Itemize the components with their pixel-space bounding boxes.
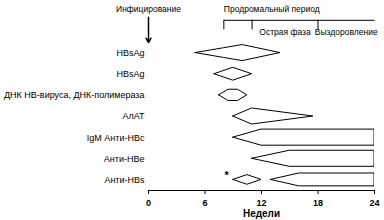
svg-text:IgM Анти-НВс: IgM Анти-НВс xyxy=(87,133,145,143)
svg-text:24: 24 xyxy=(369,198,379,208)
svg-text:6: 6 xyxy=(202,198,207,208)
svg-text:Недели: Недели xyxy=(243,208,280,219)
svg-text:12: 12 xyxy=(256,198,266,208)
svg-text:АлАТ: АлАТ xyxy=(122,111,145,121)
svg-text:ДНК НВ-вируса, ДНК-полимераза: ДНК НВ-вируса, ДНК-полимераза xyxy=(4,90,144,100)
svg-text:HBsAg: HBsAg xyxy=(116,69,144,79)
svg-text:Выздоровление: Выздоровление xyxy=(315,27,378,37)
svg-text:*: * xyxy=(225,169,230,181)
svg-text:Инфицирование: Инфицирование xyxy=(116,4,181,14)
svg-text:Анти-HBs: Анти-HBs xyxy=(104,175,145,185)
svg-text:0: 0 xyxy=(146,198,151,208)
svg-text:Анти-НВе: Анти-НВе xyxy=(104,154,145,164)
svg-text:18: 18 xyxy=(313,198,323,208)
svg-text:HBsAg: HBsAg xyxy=(116,48,144,58)
svg-text:Острая фаза: Острая фаза xyxy=(259,27,311,37)
svg-text:Продромальный период: Продромальный период xyxy=(224,4,320,14)
